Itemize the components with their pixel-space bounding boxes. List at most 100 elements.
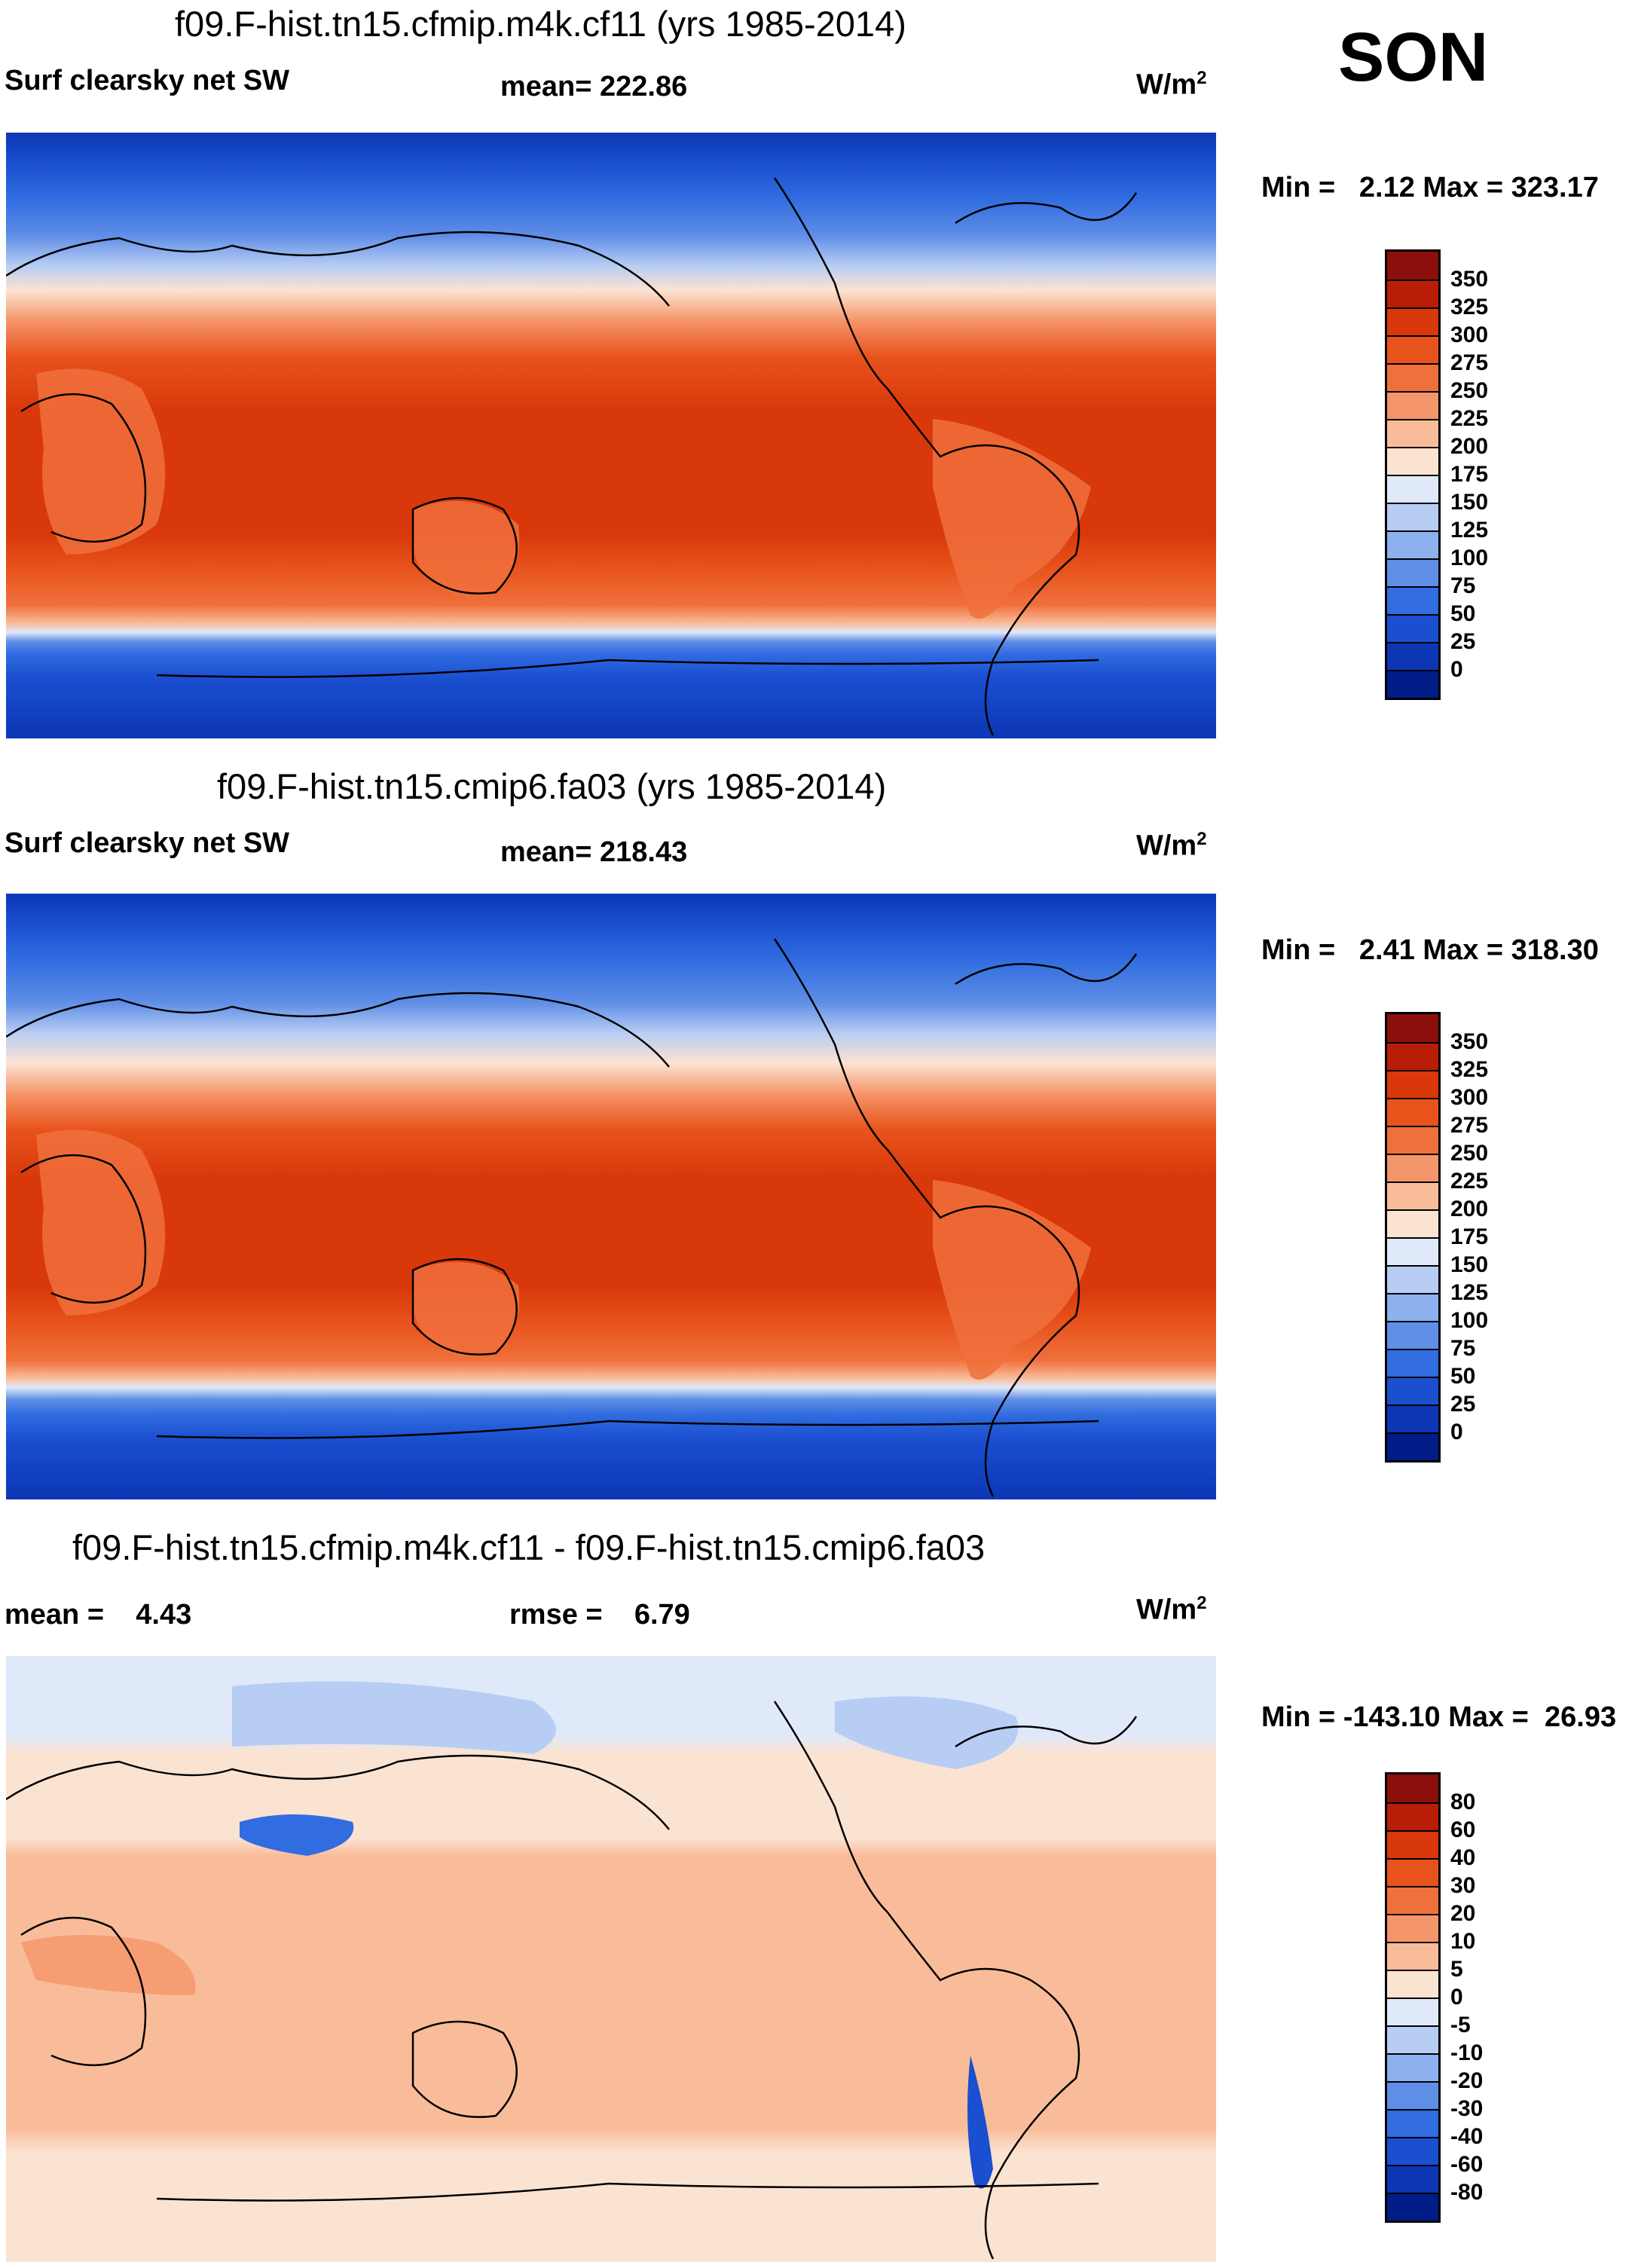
colorbar-label: 150	[1450, 1252, 1489, 1277]
colorbar-swatch	[1387, 1014, 1438, 1042]
colorbar-swatch	[1387, 503, 1438, 530]
colorbar-swatch	[1387, 447, 1438, 475]
colorbar-swatch	[1387, 530, 1438, 558]
colorbar-swatch	[1387, 614, 1438, 642]
colorbar-label: 80	[1450, 1790, 1476, 1814]
panel-2-land-shading	[36, 1129, 1091, 1380]
colorbar-swatch	[1387, 1042, 1438, 1070]
colorbar-swatch	[1387, 307, 1438, 335]
colorbar-label: 250	[1450, 1141, 1489, 1166]
colorbar-swatch	[1387, 2109, 1438, 2137]
colorbar-swatch	[1387, 280, 1438, 307]
colorbar-swatch	[1387, 1914, 1438, 1942]
season-label: SON	[1338, 19, 1489, 96]
colorbar-swatch	[1387, 1377, 1438, 1405]
panel-2-minmax: Min = 2.41 Max = 318.30	[1261, 934, 1599, 966]
colorbar-label: 30	[1450, 1873, 1476, 1898]
colorbar-label: 300	[1450, 322, 1489, 347]
colorbar-label: 250	[1450, 378, 1489, 403]
colorbar-swatch	[1387, 1830, 1438, 1858]
colorbar-swatch	[1387, 2193, 1438, 2221]
panel-3-minmax: Min = -143.10 Max = 26.93	[1261, 1701, 1617, 1733]
panel-3-rmse: rmse = 6.79	[509, 1599, 690, 1631]
colorbar-label: 200	[1450, 434, 1489, 459]
panel-1-coastlines	[6, 177, 1138, 736]
panel-3-map-svg	[6, 1656, 1216, 2262]
colorbar-swatch	[1387, 1942, 1438, 1970]
colorbar-swatch	[1387, 1209, 1438, 1237]
colorbar-swatch	[1387, 1802, 1438, 1830]
colorbar-swatch	[1387, 2025, 1438, 2053]
colorbar-label: -60	[1450, 2152, 1484, 2177]
colorbar-swatch	[1387, 1858, 1438, 1886]
panel-1-colorbar	[1385, 249, 1441, 700]
colorbar-label: 350	[1450, 267, 1489, 292]
colorbar-label: -80	[1450, 2180, 1484, 2205]
colorbar-swatch	[1387, 1293, 1438, 1321]
colorbar-swatch	[1387, 419, 1438, 447]
panel-2-title: f09.F-hist.tn15.cmip6.fa03 (yrs 1985-201…	[217, 766, 887, 806]
colorbar-swatch	[1387, 252, 1438, 280]
colorbar-label: 275	[1450, 350, 1489, 375]
colorbar-label: 0	[1450, 657, 1463, 682]
colorbar-swatch	[1387, 1265, 1438, 1293]
panel-3-mean: mean = 4.43	[5, 1599, 192, 1631]
colorbar-swatch	[1387, 1405, 1438, 1432]
colorbar-label: 50	[1450, 1364, 1476, 1389]
panel-3-map	[6, 1656, 1216, 2262]
colorbar-label: 100	[1450, 1308, 1489, 1333]
colorbar-swatch	[1387, 1432, 1438, 1460]
colorbar-swatch	[1387, 1070, 1438, 1098]
panel-1-mean: mean= 222.86	[500, 71, 688, 102]
colorbar-label: 0	[1450, 1985, 1463, 2010]
colorbar-swatch	[1387, 670, 1438, 698]
colorbar-label: 10	[1450, 1929, 1476, 1954]
colorbar-label: 225	[1450, 1169, 1489, 1194]
colorbar-label: 0	[1450, 1420, 1463, 1444]
colorbar-label: 150	[1450, 490, 1489, 515]
colorbar-label: 75	[1450, 1336, 1476, 1361]
colorbar-swatch	[1387, 335, 1438, 363]
colorbar-swatch	[1387, 475, 1438, 503]
colorbar-swatch	[1387, 2053, 1438, 2081]
colorbar-label: 325	[1450, 295, 1489, 319]
colorbar-label: 325	[1450, 1057, 1489, 1082]
colorbar-label: 175	[1450, 1224, 1489, 1249]
colorbar-swatch	[1387, 391, 1438, 419]
colorbar-label: 125	[1450, 518, 1489, 543]
panel-2-mean: mean= 218.43	[500, 836, 688, 868]
colorbar-swatch	[1387, 1321, 1438, 1349]
colorbar-swatch	[1387, 2137, 1438, 2165]
colorbar-label: 100	[1450, 546, 1489, 570]
panel-3-colorbar	[1385, 1772, 1441, 2223]
colorbar-label: 125	[1450, 1280, 1489, 1305]
panel-1-units: W/m2	[1136, 68, 1207, 101]
colorbar-swatch	[1387, 1970, 1438, 1997]
panel-3-title: f09.F-hist.tn15.cfmip.m4k.cf11 - f09.F-h…	[72, 1527, 986, 1567]
colorbar-swatch	[1387, 2165, 1438, 2193]
colorbar-label: -5	[1450, 2013, 1471, 2037]
colorbar-swatch	[1387, 1237, 1438, 1265]
colorbar-swatch	[1387, 1154, 1438, 1181]
colorbar-label: 175	[1450, 462, 1489, 487]
colorbar-swatch	[1387, 1997, 1438, 2025]
colorbar-swatch	[1387, 1774, 1438, 1802]
panel-3-units: W/m2	[1136, 1593, 1207, 1626]
panel-1-title: f09.F-hist.tn15.cfmip.m4k.cf11 (yrs 1985…	[175, 4, 906, 44]
panel-2-units: W/m2	[1136, 829, 1207, 862]
panel-2-map	[6, 894, 1216, 1499]
colorbar-label: -10	[1450, 2040, 1484, 2065]
panel-1-map	[6, 133, 1216, 738]
colorbar-label: 200	[1450, 1197, 1489, 1221]
colorbar-swatch	[1387, 1098, 1438, 1126]
colorbar-label: -20	[1450, 2068, 1484, 2093]
panel-2-colorbar	[1385, 1012, 1441, 1463]
panel-1-land-shading	[36, 368, 1091, 619]
colorbar-label: 5	[1450, 1957, 1463, 1982]
colorbar-label: 60	[1450, 1817, 1476, 1842]
colorbar-swatch	[1387, 586, 1438, 614]
colorbar-label: 40	[1450, 1845, 1476, 1870]
colorbar-label: 75	[1450, 573, 1476, 598]
panel-1-minmax: Min = 2.12 Max = 323.17	[1261, 172, 1599, 203]
colorbar-label: 25	[1450, 629, 1476, 654]
